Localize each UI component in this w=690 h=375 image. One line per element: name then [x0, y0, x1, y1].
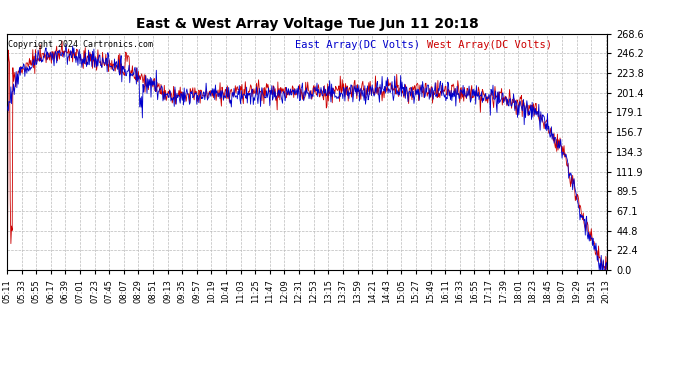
Text: East Array(DC Volts): East Array(DC Volts) — [295, 40, 420, 50]
Text: Copyright 2024 Cartronics.com: Copyright 2024 Cartronics.com — [8, 40, 153, 49]
Title: East & West Array Voltage Tue Jun 11 20:18: East & West Array Voltage Tue Jun 11 20:… — [136, 17, 478, 31]
Text: West Array(DC Volts): West Array(DC Volts) — [427, 40, 552, 50]
